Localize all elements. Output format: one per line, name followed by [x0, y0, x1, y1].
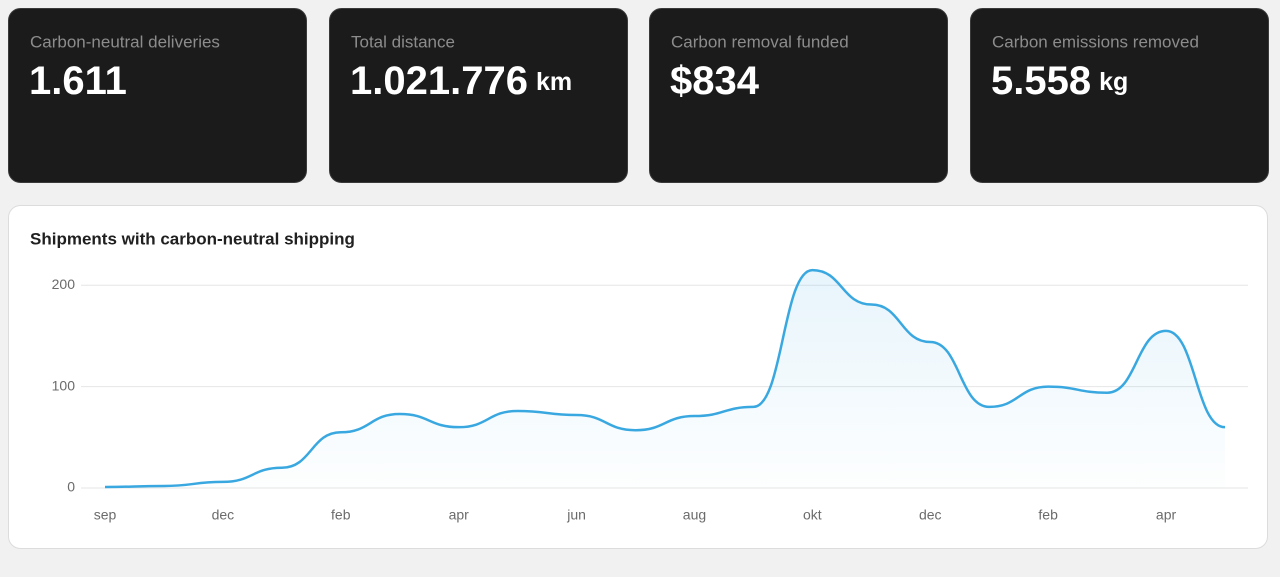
stat-number: 1.611 — [29, 59, 127, 103]
x-tick-label: dec — [212, 507, 235, 523]
x-tick-label: apr — [1156, 507, 1177, 523]
x-tick-label: feb — [331, 507, 351, 523]
stat-number: 1.021.776 — [350, 59, 528, 103]
x-tick-label: aug — [683, 507, 706, 523]
chart-title: Shipments with carbon-neutral shipping — [30, 229, 355, 248]
stat-card — [8, 8, 307, 183]
stat-value: $834 — [670, 59, 760, 103]
x-tick-label: apr — [449, 507, 470, 523]
stat-number: $834 — [670, 59, 760, 103]
stat-label: Total distance — [351, 32, 455, 51]
stat-label: Carbon emissions removed — [992, 32, 1199, 51]
stat-label: Carbon-neutral deliveries — [30, 32, 220, 51]
x-tick-label: okt — [803, 507, 822, 523]
chart-card — [8, 205, 1268, 549]
stat-label: Carbon removal funded — [671, 32, 849, 51]
stat-number: 5.558 — [991, 59, 1091, 103]
stat-card — [649, 8, 948, 183]
x-tick-label: dec — [919, 507, 942, 523]
line — [104, 268, 1226, 489]
x-tick-label: jun — [566, 507, 586, 523]
stat-card — [329, 8, 628, 183]
stat-value: 1.021.776 km — [350, 59, 572, 103]
y-tick-label: 200 — [52, 276, 76, 292]
x-tick-label: sep — [94, 507, 117, 523]
stat-card — [970, 8, 1269, 183]
stat-unit: km — [536, 68, 572, 96]
stat-value: 5.558 kg — [991, 59, 1128, 103]
stat-value: 1.611 — [29, 59, 127, 103]
area — [105, 270, 1225, 488]
y-tick-label: 0 — [67, 479, 75, 495]
stat-unit: kg — [1099, 68, 1128, 96]
x-tick-label: feb — [1038, 507, 1058, 523]
y-tick-label: 100 — [52, 377, 76, 393]
